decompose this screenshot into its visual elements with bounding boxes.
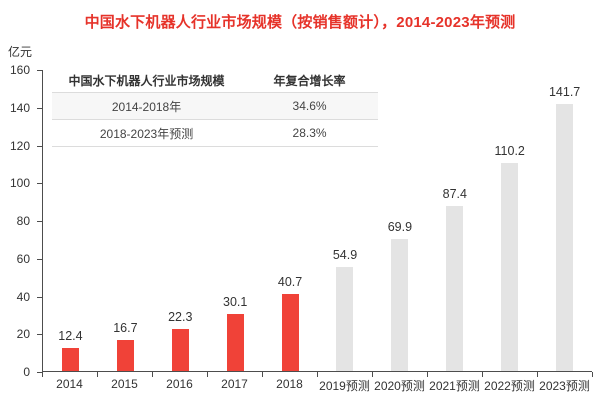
x-axis-labels: 2014 2015 2016 2017 2018 2019预测 2020预测 2021预测 20… [42, 377, 592, 394]
x-axis-ticks [42, 372, 593, 378]
x-axis-tick [97, 372, 98, 377]
bar-forecast [556, 103, 574, 371]
x-axis-label: 2021预测 [429, 379, 480, 393]
inset-table-cell: 2014-2018年 [111, 99, 182, 114]
bar-forecast [501, 163, 519, 371]
bar-column: 110.2 [482, 70, 537, 371]
bar-column: 69.9 [372, 70, 427, 371]
x-axis-label: 2016 [166, 377, 193, 391]
x-axis-label: 2018 [276, 377, 303, 391]
bar-value-label: 22.3 [168, 309, 193, 324]
x-axis-tick [592, 372, 593, 377]
x-axis-tick [262, 372, 263, 377]
inset-table-cell: 28.3% [292, 126, 327, 140]
bar-value-label: 110.2 [494, 144, 525, 158]
bar-value-label: 16.7 [113, 320, 138, 335]
inset-table-cell: 34.6% [292, 99, 327, 113]
inset-table-cell: 2018-2023年预测 [99, 126, 194, 141]
y-axis-tick [37, 372, 42, 373]
y-axis-tick [37, 183, 42, 185]
x-axis-tick [42, 372, 43, 377]
y-axis-tick-label: 160 [9, 63, 30, 77]
bar-value-label: 69.9 [387, 220, 413, 235]
x-axis-tick [537, 372, 538, 377]
x-axis-label: 2014 [56, 377, 83, 391]
inset-table-row: 2014-2018年 34.6% [52, 93, 378, 120]
y-axis-unit-label: 亿元 [8, 45, 33, 59]
y-axis-tick-label: 100 [9, 176, 30, 191]
x-axis-tick [372, 372, 373, 377]
bar-actual [281, 294, 299, 371]
x-axis-tick [317, 372, 318, 377]
chart-title: 中国水下机器人行业市场规模（按销售额计），2014-2023年预测 [84, 14, 516, 31]
inset-table-header-row: 中国水下机器人行业市场规模 年复合增长率 [52, 68, 378, 93]
plot-area: 12.4 16.7 22.3 30.1 40.7 54.9 69.9 87.4 110.2 141… [42, 70, 592, 372]
y-axis-tick-label: 120 [9, 138, 30, 153]
bar-column: 40.7 [263, 70, 318, 371]
x-axis-tick [207, 372, 208, 377]
y-axis-tick [37, 70, 42, 71]
bar-actual [226, 314, 244, 371]
x-axis-label: 2023预测 [539, 379, 590, 393]
bar-actual [171, 328, 189, 371]
x-axis-tick [152, 372, 153, 377]
y-axis-tick [37, 296, 42, 298]
bar-column: 87.4 [427, 70, 482, 371]
x-axis-tick [482, 372, 483, 377]
y-axis-tick-label: 20 [16, 327, 30, 342]
y-axis-tick [37, 258, 42, 260]
bar-column: 22.3 [153, 70, 208, 371]
y-axis-tick [37, 145, 42, 147]
bar-column: 54.9 [318, 70, 373, 371]
inset-table-row: 2018-2023年预测 28.3% [52, 120, 378, 147]
x-axis-label: 2019预测 [319, 379, 370, 393]
x-axis-label: 2015 [111, 377, 138, 391]
bar-forecast [446, 206, 464, 371]
bar-forecast [391, 239, 409, 371]
bar-value-label: 54.9 [332, 248, 358, 263]
bar-value-label: 12.4 [58, 328, 83, 343]
x-axis-tick [427, 372, 428, 377]
y-axis-tick [37, 107, 42, 109]
y-axis-tick [37, 221, 42, 222]
bar-column: 30.1 [208, 70, 263, 371]
bar-column: 16.7 [98, 70, 153, 371]
y-axis-tick-label: 60 [16, 251, 30, 266]
bar-column: 12.4 [43, 70, 98, 371]
inset-table-header-cell: 年复合增长率 [273, 73, 346, 88]
bar-actual [116, 339, 134, 371]
inset-table-header-cell: 中国水下机器人行业市场规模 [68, 73, 225, 88]
y-axis-tick-label: 140 [9, 100, 30, 115]
x-axis-label: 2022预测 [484, 379, 535, 393]
bar-value-label: 40.7 [277, 275, 303, 290]
y-axis-tick [37, 334, 42, 336]
y-axis-tick-label: 40 [16, 289, 30, 304]
bar-column: 141.7 [537, 70, 592, 371]
bar-actual [61, 347, 79, 371]
bar-forecast [336, 267, 354, 371]
bars-container: 12.4 16.7 22.3 30.1 40.7 54.9 69.9 87.4 110.2 141… [43, 70, 592, 371]
y-axis-tick-label: 80 [16, 214, 30, 228]
bar-value-label: 87.4 [442, 187, 467, 201]
y-axis-tick-label: 0 [23, 365, 30, 379]
x-axis-label: 2020预测 [374, 379, 425, 393]
x-axis-label: 2017 [221, 377, 248, 391]
inset-table: 中国水下机器人行业市场规模 年复合增长率 2014-2018年 34.6% 2018-2… [52, 68, 378, 147]
bar-value-label: 30.1 [223, 295, 248, 310]
y-axis: 0 20 40 60 80 100 120 140 160 [0, 63, 42, 379]
bar-value-label: 141.7 [548, 84, 581, 99]
